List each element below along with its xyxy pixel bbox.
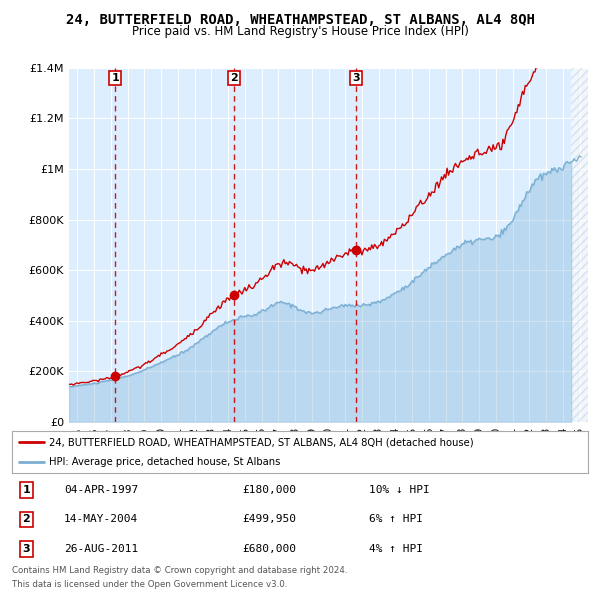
- Text: 24, BUTTERFIELD ROAD, WHEATHAMPSTEAD, ST ALBANS, AL4 8QH (detached house): 24, BUTTERFIELD ROAD, WHEATHAMPSTEAD, ST…: [49, 437, 474, 447]
- Text: 2: 2: [230, 73, 238, 83]
- Text: 04-APR-1997: 04-APR-1997: [64, 485, 138, 495]
- Text: 3: 3: [352, 73, 360, 83]
- Text: 3: 3: [23, 544, 30, 554]
- Text: £680,000: £680,000: [242, 544, 296, 554]
- Text: This data is licensed under the Open Government Licence v3.0.: This data is licensed under the Open Gov…: [12, 580, 287, 589]
- Text: 4% ↑ HPI: 4% ↑ HPI: [369, 544, 423, 554]
- Text: 1: 1: [23, 485, 30, 495]
- Text: £499,950: £499,950: [242, 514, 296, 525]
- Text: £180,000: £180,000: [242, 485, 296, 495]
- Text: 14-MAY-2004: 14-MAY-2004: [64, 514, 138, 525]
- Text: Contains HM Land Registry data © Crown copyright and database right 2024.: Contains HM Land Registry data © Crown c…: [12, 566, 347, 575]
- Text: 6% ↑ HPI: 6% ↑ HPI: [369, 514, 423, 525]
- Text: 2: 2: [23, 514, 30, 525]
- Text: HPI: Average price, detached house, St Albans: HPI: Average price, detached house, St A…: [49, 457, 281, 467]
- Text: Price paid vs. HM Land Registry's House Price Index (HPI): Price paid vs. HM Land Registry's House …: [131, 25, 469, 38]
- Text: 24, BUTTERFIELD ROAD, WHEATHAMPSTEAD, ST ALBANS, AL4 8QH: 24, BUTTERFIELD ROAD, WHEATHAMPSTEAD, ST…: [65, 13, 535, 27]
- Text: 10% ↓ HPI: 10% ↓ HPI: [369, 485, 430, 495]
- Text: 1: 1: [112, 73, 119, 83]
- Bar: [571, 68, 588, 422]
- Text: 26-AUG-2011: 26-AUG-2011: [64, 544, 138, 554]
- Bar: [571, 68, 588, 422]
